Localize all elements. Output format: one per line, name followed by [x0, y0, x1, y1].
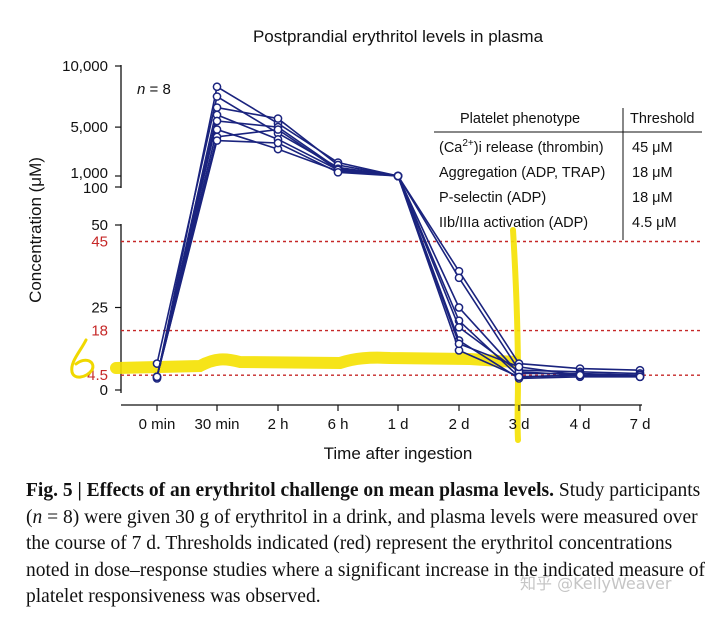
- x-tick-label: 7 d: [630, 416, 651, 433]
- data-point: [454, 303, 464, 312]
- data-point: [333, 167, 343, 177]
- y-tick-label: 5,000: [70, 119, 108, 136]
- table-phenotype-cell: P-selectin (ADP): [439, 190, 546, 206]
- caption-lead: Fig. 5 | Effects of an erythritol challe…: [26, 480, 555, 501]
- y-tick-label: 1,000: [70, 165, 108, 182]
- figure-caption: Fig. 5 | Effects of an erythritol challe…: [26, 478, 706, 611]
- threshold-table: Platelet phenotype Threshold (Ca2+)i rel…: [434, 108, 702, 240]
- data-point: [152, 372, 162, 382]
- table-threshold-cell: 18 μM: [632, 190, 673, 206]
- y-tick-label: 0: [100, 382, 108, 399]
- table-threshold-cell: 45 μM: [632, 140, 673, 156]
- x-tick-label: 30 min: [194, 416, 239, 433]
- erythritol-plasma-chart: Postprandial erythritol levels in plasma…: [26, 27, 702, 463]
- table-phenotype-cell: Aggregation (ADP, TRAP): [439, 165, 605, 181]
- y-axis-label: Concentration (μM): [26, 157, 45, 303]
- y-tick-label: 100: [83, 180, 108, 197]
- handwritten-annotation: [70, 338, 95, 379]
- series-line: [156, 95, 641, 375]
- table-threshold-cell: 4.5 μM: [632, 215, 677, 231]
- watermark: 知乎 @KellyWeaver: [520, 574, 672, 593]
- y-tick-label: 10,000: [62, 58, 108, 75]
- data-point: [514, 362, 524, 372]
- n-annotation: n = 8: [137, 81, 171, 98]
- data-point: [212, 82, 222, 92]
- table-phenotype-cell: (Ca2+)i release (thrombin): [439, 138, 604, 156]
- data-point: [212, 92, 222, 101]
- x-tick-label: 6 h: [328, 416, 349, 433]
- y-tick-label: 25: [91, 300, 108, 317]
- data-point: [273, 114, 283, 123]
- data-point: [454, 322, 464, 332]
- table-threshold-cell: 18 μM: [632, 165, 673, 181]
- threshold-lines: 4.5 18 45: [87, 234, 700, 384]
- table-phenotype-cell: IIb/IIIa activation (ADP): [439, 215, 588, 231]
- data-point: [212, 136, 222, 145]
- data-point: [273, 138, 283, 148]
- caption-body-1: Study participants (: [26, 480, 701, 528]
- data-point: [212, 125, 222, 134]
- data-point: [454, 339, 464, 349]
- x-tick-label: 2 h: [268, 416, 289, 433]
- data-series: [152, 82, 645, 383]
- data-point: [454, 273, 464, 283]
- highlight-vertical: [510, 227, 522, 443]
- data-point: [212, 103, 222, 112]
- x-ticks: 0 min 30 min 2 h 6 h 1 d 2 d 3 d 4 d 7 d: [139, 405, 651, 433]
- table-header-phenotype: Platelet phenotype: [460, 111, 580, 127]
- x-tick-label: 4 d: [570, 416, 591, 433]
- data-point: [635, 372, 645, 382]
- table-header-threshold: Threshold: [630, 111, 694, 127]
- data-point: [514, 372, 524, 382]
- highlight-band: [110, 351, 521, 374]
- data-point: [575, 370, 585, 380]
- threshold-label: 18: [91, 323, 108, 340]
- data-point: [212, 116, 222, 126]
- threshold-label: 4.5: [87, 367, 108, 384]
- series-line: [156, 120, 640, 377]
- x-tick-label: 2 d: [449, 416, 470, 433]
- x-tick-label: 3 d: [509, 416, 530, 433]
- x-tick-label: 0 min: [139, 416, 176, 433]
- data-point: [393, 171, 403, 181]
- threshold-label: 45: [91, 234, 108, 251]
- series-line: [156, 85, 641, 379]
- caption-n-symbol: n: [32, 506, 43, 528]
- caption-body-2: = 8) were given 30 g of erythritol in a …: [26, 506, 706, 608]
- chart-title: Postprandial erythritol levels in plasma: [253, 27, 544, 46]
- data-point: [273, 125, 283, 134]
- y-tick-label: 50: [91, 217, 108, 234]
- x-tick-label: 1 d: [388, 416, 409, 433]
- x-axis-label: Time after ingestion: [324, 444, 473, 463]
